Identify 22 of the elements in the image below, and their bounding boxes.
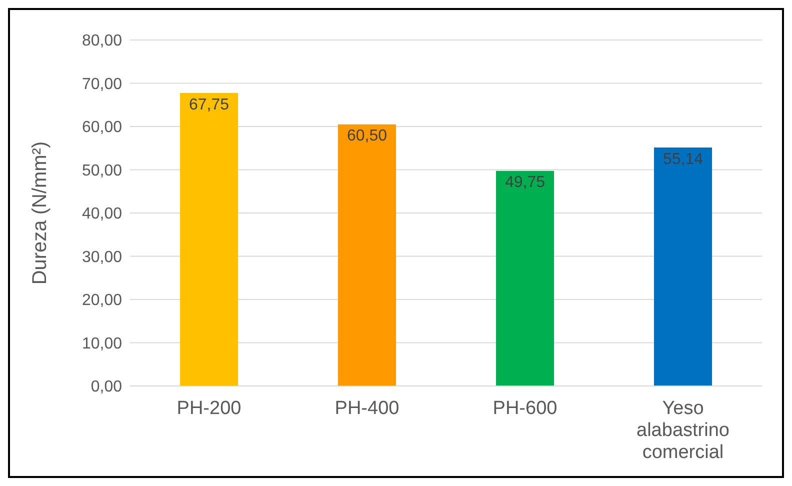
bar xyxy=(496,170,554,386)
x-tick-label: Yeso alabastrino comercial xyxy=(636,398,730,463)
y-tick-label: 0,00 xyxy=(90,378,122,396)
y-tick-label: 80,00 xyxy=(82,32,122,50)
y-tick-label: 40,00 xyxy=(82,206,122,223)
y-tick-label: 50,00 xyxy=(82,162,122,180)
y-tick-label: 10,00 xyxy=(82,335,122,352)
data-label: 55,14 xyxy=(662,150,704,168)
y-tick-label: 60,00 xyxy=(82,119,122,136)
data-label: 67,75 xyxy=(188,96,230,114)
bar xyxy=(180,92,238,386)
x-tick-label: PH-400 xyxy=(334,398,400,419)
x-tick-label: PH-200 xyxy=(176,398,242,419)
data-label: 49,75 xyxy=(504,174,546,192)
y-tick-label: 70,00 xyxy=(82,76,122,93)
y-tick-label: 30,00 xyxy=(82,248,122,266)
data-label: 60,50 xyxy=(346,128,388,145)
y-axis-title: Dureza (N/mm²) xyxy=(29,141,52,285)
bar xyxy=(338,124,396,386)
bar xyxy=(654,148,712,386)
x-tick-label: PH-600 xyxy=(492,398,558,419)
y-tick-label: 20,00 xyxy=(82,292,122,310)
